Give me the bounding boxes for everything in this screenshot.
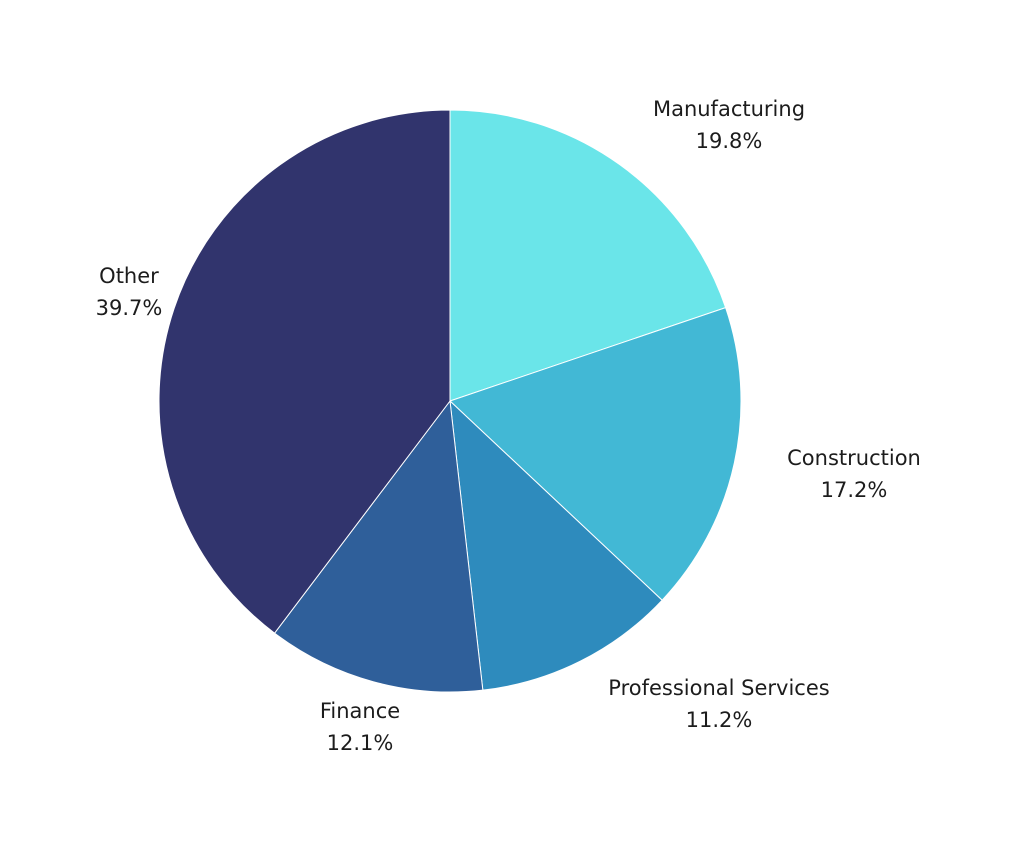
slice-value-other: 39.7% — [96, 296, 163, 320]
slice-value-manufacturing: 19.8% — [696, 129, 763, 153]
slice-value-construction: 17.2% — [821, 478, 888, 502]
slice-label-manufacturing: Manufacturing — [653, 97, 805, 121]
pie-slice-professional-services — [449, 399, 663, 691]
slice-label-construction: Construction — [787, 446, 921, 470]
slice-value-finance: 12.1% — [327, 731, 394, 755]
pie-slice-other — [158, 109, 451, 634]
slice-label-finance: Finance — [320, 699, 400, 723]
pie-slice-finance — [273, 399, 484, 693]
pie-slices — [158, 109, 742, 693]
slice-label-professional-services: Professional Services — [608, 676, 829, 700]
slice-value-professional-services: 11.2% — [686, 708, 753, 732]
pie-slice-manufacturing — [449, 109, 727, 402]
pie-slice-construction — [449, 306, 742, 601]
slice-label-other: Other — [99, 264, 159, 288]
pie-labels: Manufacturing 19.8% Construction 17.2% Profe… — [96, 97, 921, 755]
